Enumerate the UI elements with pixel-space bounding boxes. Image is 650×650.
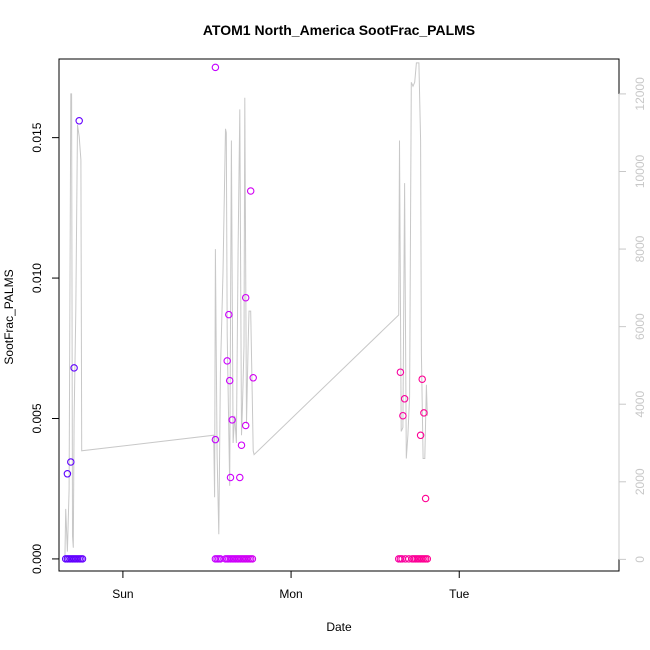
right-y-tick-label: 12000 — [633, 77, 647, 111]
data-point — [241, 421, 250, 430]
y-tick-label: 0.000 — [30, 544, 44, 574]
data-point — [63, 470, 72, 478]
right-y-tick-label: 2000 — [633, 468, 647, 495]
data-point — [241, 293, 250, 302]
data-point — [226, 473, 235, 482]
right-y-tick-label: 0 — [633, 556, 647, 563]
y-axis: 0.000 0.005 0.010 0.015 — [30, 122, 60, 574]
data-point — [70, 364, 78, 372]
data-point — [237, 441, 246, 449]
right-y-tick-label: 8000 — [633, 235, 647, 262]
plot-frame — [58, 58, 620, 572]
data-point — [400, 395, 409, 403]
chart-title: ATOM1 North_America SootFrac_PALMS — [203, 22, 475, 38]
x-tick-label: Mon — [279, 587, 302, 601]
data-point — [75, 117, 83, 125]
right-y-axis: 0 2000 4000 6000 8000 10000 12000 — [618, 77, 647, 563]
data-point — [423, 555, 432, 563]
data-point — [249, 374, 257, 382]
right-y-tick-label: 10000 — [633, 154, 647, 188]
x-axis: Sun Mon Tue — [112, 570, 470, 601]
data-point — [211, 63, 220, 72]
series-2 — [211, 63, 257, 563]
data-point — [246, 187, 255, 195]
right-y-tick-label: 4000 — [633, 391, 647, 418]
data-point — [78, 555, 87, 563]
y-tick-label: 0.010 — [30, 263, 44, 293]
y-axis-label: SootFrac_PALMS — [2, 269, 16, 364]
data-point — [211, 435, 220, 444]
x-tick-label: Tue — [449, 587, 470, 601]
right-y-tick-label: 6000 — [633, 313, 647, 340]
series-1 — [61, 117, 87, 563]
altitude-line-layer — [64, 62, 428, 560]
x-axis-label: Date — [326, 620, 352, 634]
data-point — [223, 357, 231, 365]
altitude-line — [64, 62, 428, 560]
y-tick-label: 0.015 — [30, 122, 44, 152]
data-point — [399, 411, 407, 420]
data-point — [67, 458, 75, 466]
data-point — [225, 376, 234, 385]
y-tick-label: 0.005 — [30, 403, 44, 433]
data-point — [225, 310, 233, 319]
data-point — [236, 473, 244, 482]
data-point — [248, 555, 257, 563]
points-layer — [61, 63, 432, 563]
data-point — [228, 416, 236, 424]
data-point — [421, 494, 430, 503]
data-point — [416, 431, 425, 440]
data-point — [418, 375, 426, 383]
x-tick-label: Sun — [112, 587, 133, 601]
data-point — [420, 409, 428, 417]
series-3 — [394, 368, 432, 563]
data-point — [396, 368, 405, 376]
